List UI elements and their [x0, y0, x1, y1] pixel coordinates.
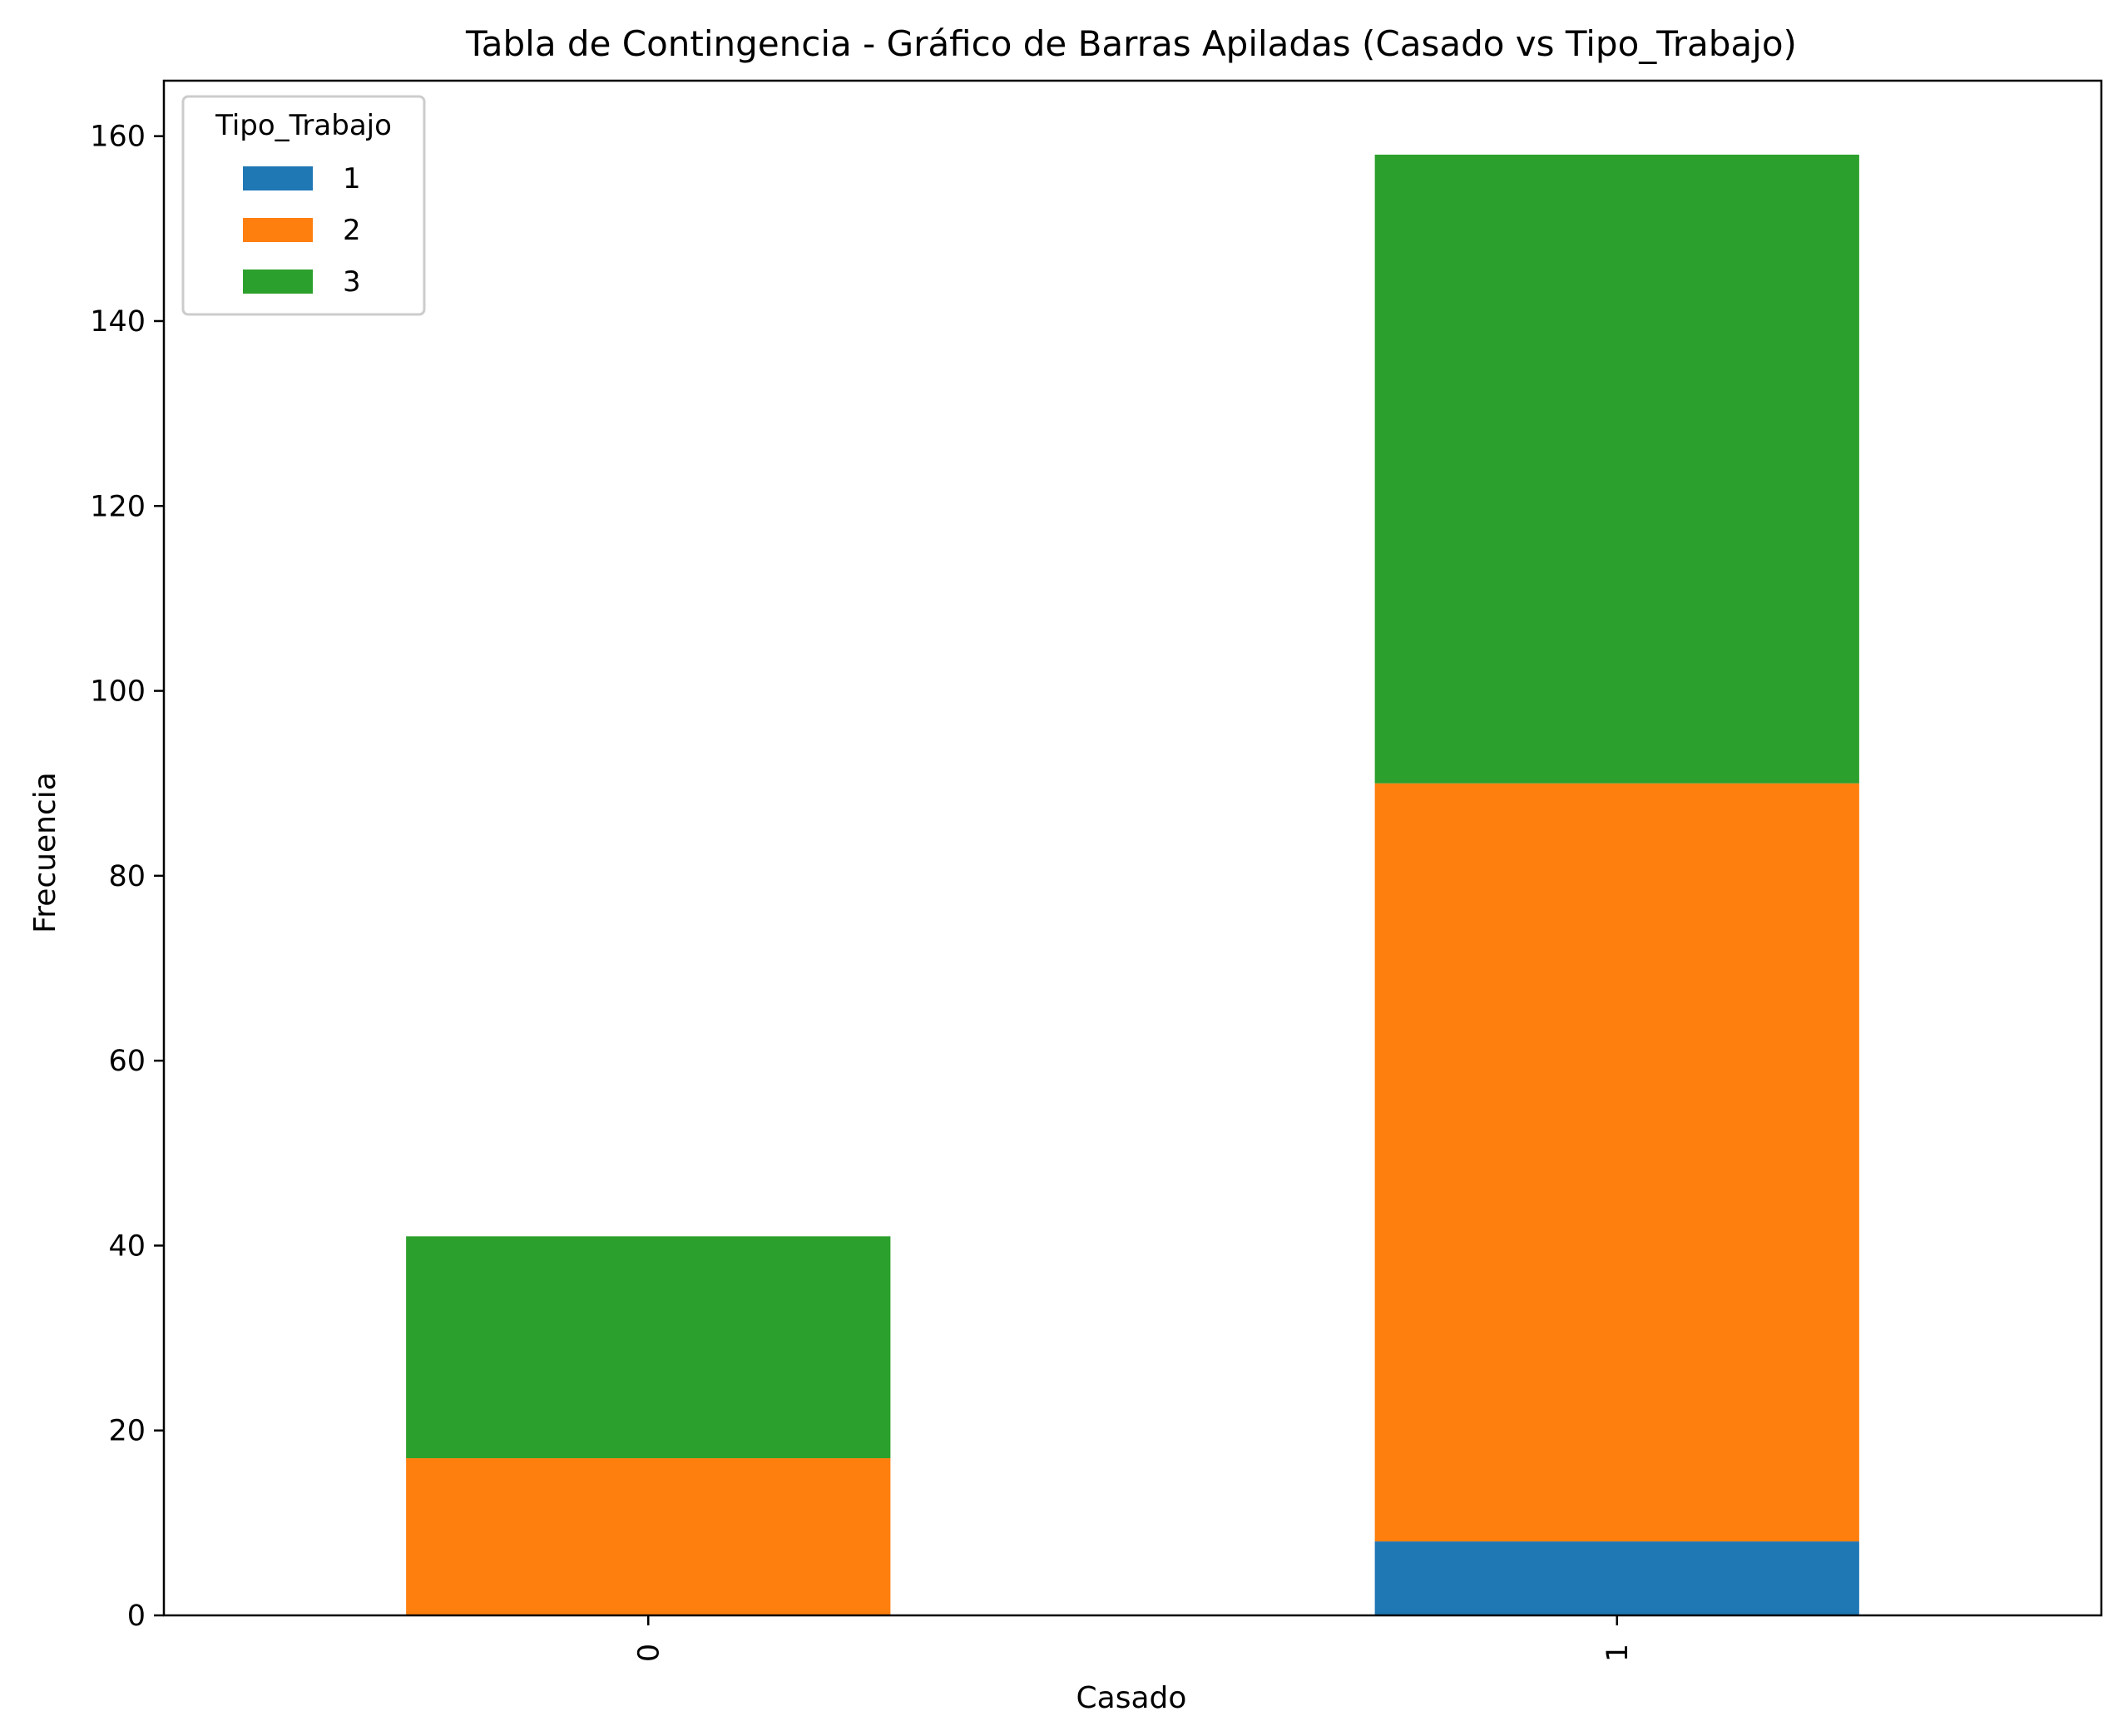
- y-tick-label: 0: [127, 1600, 146, 1633]
- legend-swatch-3: [243, 270, 313, 294]
- bar-segment-0-series-2: [406, 1458, 891, 1615]
- bar-segment-0-series-3: [406, 1236, 891, 1459]
- y-axis-label: Frecuencia: [28, 772, 62, 933]
- legend-swatch-2: [243, 218, 313, 242]
- y-tick-label: 140: [90, 305, 146, 339]
- plot-area: 0 20 40 60 80 100 120 140 160 0 1: [90, 79, 2103, 1662]
- y-tick-label: 20: [108, 1415, 146, 1448]
- legend-label-2: 2: [343, 214, 361, 247]
- y-tick-label: 160: [90, 121, 146, 154]
- y-tick-label: 60: [108, 1045, 146, 1078]
- legend: Tipo_Trabajo 1 2 3: [181, 95, 426, 316]
- legend-frame: [181, 95, 426, 316]
- x-tick-label: 1: [1601, 1644, 1635, 1662]
- y-tick-label: 100: [90, 675, 146, 709]
- legend-label-1: 1: [343, 162, 361, 195]
- y-tick-label: 120: [90, 490, 146, 523]
- bar-segment-1-series-3: [1374, 154, 1859, 784]
- chart-title: Tabla de Contingencia - Gráfico de Barra…: [465, 23, 1797, 64]
- x-tick-label: 0: [632, 1644, 666, 1662]
- legend-label-3: 3: [343, 265, 361, 299]
- y-tick-label: 40: [108, 1229, 146, 1263]
- legend-title: Tipo_Trabajo: [215, 109, 392, 142]
- x-axis-label: Casado: [1076, 1681, 1187, 1715]
- bar-segment-1-series-2: [1374, 783, 1859, 1542]
- bar-segment-1-series-1: [1374, 1541, 1859, 1615]
- axes-frame: [162, 79, 2103, 1617]
- y-tick-label: 80: [108, 860, 146, 893]
- legend-swatch-1: [243, 166, 313, 190]
